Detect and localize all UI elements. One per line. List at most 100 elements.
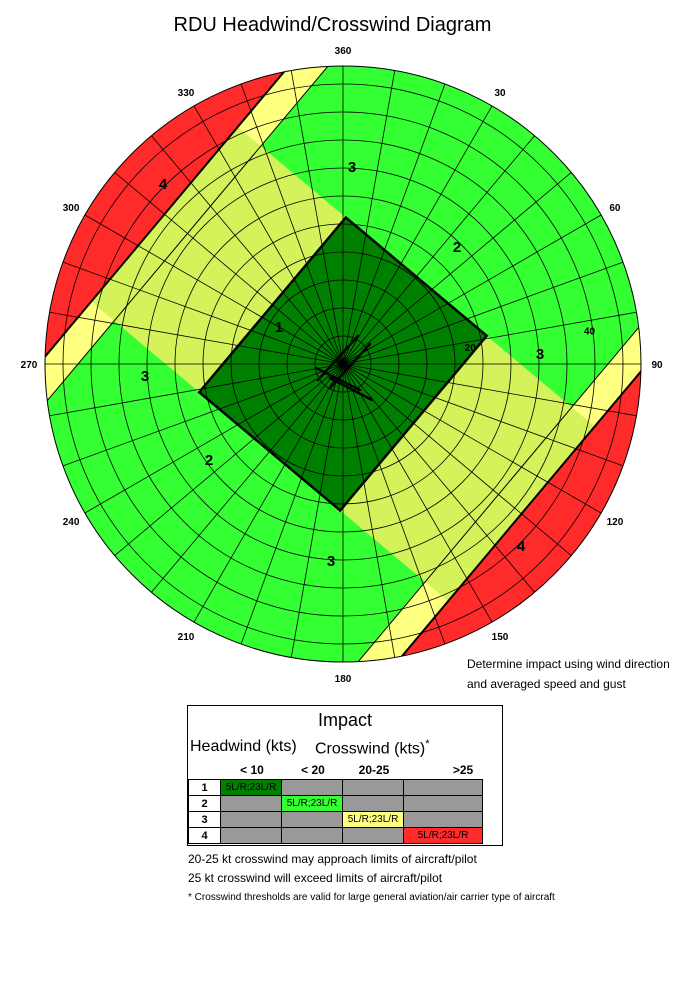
direction-spoke: [193, 363, 344, 623]
impact-cell: [281, 827, 343, 844]
impact-table: Impact Headwind (kts) Crosswind (kts)* <…: [187, 705, 503, 846]
zone-number-label: 2: [205, 452, 213, 469]
zone-number-label: 1: [275, 319, 283, 336]
compass-label: 180: [335, 674, 352, 685]
direction-spoke: [342, 172, 572, 365]
speed-label: 40: [584, 326, 596, 337]
direction-spoke: [49, 311, 344, 365]
band-edge-line: [45, 66, 423, 522]
instruction-line-2: and averaged speed and gust: [467, 677, 626, 691]
direction-spoke: [84, 363, 344, 514]
direction-spoke: [49, 363, 344, 417]
direction-spoke: [240, 83, 344, 365]
impact-cell: [220, 827, 282, 844]
row-number: 4: [188, 827, 221, 844]
impact-cell-zone2: 5L/R;23L/R: [281, 795, 343, 812]
compass-label: 270: [21, 360, 38, 371]
speed-label: 20: [465, 343, 477, 354]
direction-spoke: [290, 70, 344, 365]
table-row: 1 5L/R;23L/R: [188, 779, 483, 796]
direction-spoke: [342, 214, 602, 365]
impact-cell: [342, 795, 404, 812]
zone-1-outline: [197, 215, 489, 513]
compass-label: 150: [492, 632, 509, 643]
impact-cell: [403, 779, 483, 796]
compass-label: 60: [609, 203, 621, 214]
direction-spoke: [342, 363, 602, 514]
compass-label: 210: [178, 632, 195, 643]
table-row: 4 5L/R;23L/R: [188, 827, 483, 844]
table-row: 3 5L/R;23L/R: [188, 811, 483, 828]
row-number: 3: [188, 811, 221, 828]
footnote-aircraft-type: * Crosswind thresholds are valid for lar…: [188, 892, 555, 903]
table-row: 2 5L/R;23L/R: [188, 795, 483, 812]
row-number: 1: [188, 779, 221, 796]
compass-label: 30: [494, 88, 506, 99]
compass-label: 240: [63, 517, 80, 528]
direction-spoke: [342, 135, 535, 365]
headwind-label: Headwind (kts): [190, 738, 297, 755]
direction-spoke: [240, 363, 344, 645]
crosswind-label-text: Crosswind (kts): [315, 740, 426, 758]
impact-cell-zone4: 5L/R;23L/R: [403, 827, 483, 844]
crosswind-label: Crosswind (kts)*: [315, 738, 430, 758]
row-number: 2: [188, 795, 221, 812]
compass-outer-ring: [44, 65, 642, 663]
direction-spoke: [342, 363, 446, 645]
direction-spoke: [151, 135, 344, 365]
column-header: < 10: [240, 763, 264, 777]
compass-label: 90: [651, 360, 663, 371]
direction-spoke: [114, 363, 344, 556]
zone-number-label: 3: [536, 346, 544, 363]
column-header: >25: [452, 763, 474, 777]
crosswind-asterisk: *: [425, 738, 430, 750]
direction-spoke: [342, 363, 396, 658]
impact-grid: 1 5L/R;23L/R 2 5L/R;23L/R 3 5L/R;23L/R 4…: [188, 779, 483, 844]
direction-spoke: [114, 172, 344, 365]
zone-number-label: 3: [141, 368, 149, 385]
impact-cell-zone1: 5L/R;23L/R: [220, 779, 282, 796]
impact-cell: [281, 811, 343, 828]
wind-diagram: 360 30 60 90 120 150 180 210 240 270 300 330 20 40 1…: [21, 46, 663, 685]
instruction-line-1: Determine impact using wind direction: [467, 657, 670, 671]
impact-cell: [281, 779, 343, 796]
zone-number-label: 2: [453, 239, 461, 256]
direction-spoke: [62, 363, 344, 467]
direction-spoke: [342, 70, 396, 365]
footnote-approach-limits: 20-25 kt crosswind may approach limits o…: [188, 852, 477, 866]
direction-spoke: [84, 214, 344, 365]
zone-number-label: 4: [517, 538, 526, 555]
direction-spoke: [342, 363, 572, 556]
zone-number-label: 4: [159, 176, 168, 193]
column-header: < 20: [301, 763, 325, 777]
direction-spoke: [342, 105, 493, 365]
compass-label: 120: [607, 517, 624, 528]
zone-number-label: 3: [348, 159, 356, 176]
band-edge-line: [263, 206, 641, 662]
compass-label: 300: [63, 203, 80, 214]
impact-cell: [403, 795, 483, 812]
impact-cell: [220, 811, 282, 828]
column-header: 20-25: [358, 763, 390, 777]
compass-label: 360: [335, 46, 352, 57]
compass-label: 330: [178, 88, 195, 99]
page-title: RDU Headwind/Crosswind Diagram: [173, 14, 492, 36]
direction-spoke: [342, 363, 637, 417]
impact-cell: [403, 811, 483, 828]
direction-spoke: [342, 311, 637, 365]
band-edge-line: [45, 66, 445, 541]
direction-spoke: [151, 363, 344, 593]
direction-spoke: [342, 261, 624, 365]
impact-cell: [220, 795, 282, 812]
impact-cell-zone3: 5L/R;23L/R: [342, 811, 404, 828]
footnote-exceed-limits: 25 kt crosswind will exceed limits of ai…: [188, 871, 443, 885]
runway-symbol: [314, 334, 374, 402]
impact-cell: [342, 827, 404, 844]
band-edge-line: [241, 187, 641, 662]
impact-cell: [342, 779, 404, 796]
impact-title: Impact: [317, 710, 373, 730]
direction-spoke: [342, 83, 446, 365]
direction-spoke: [342, 363, 535, 593]
zone-number-label: 3: [327, 553, 335, 570]
direction-spoke: [290, 363, 344, 658]
